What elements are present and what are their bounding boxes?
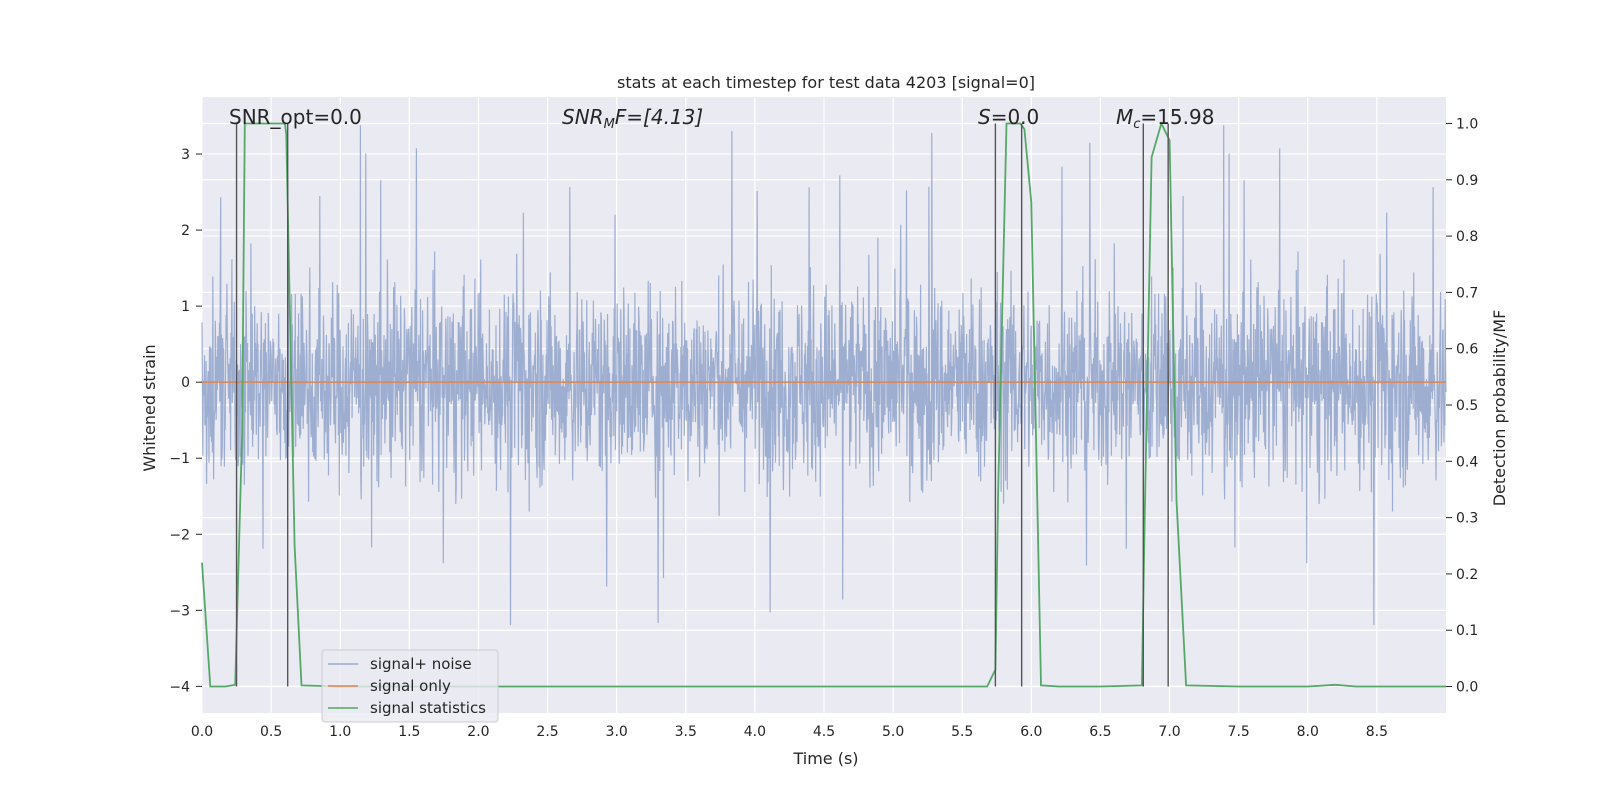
y2-axis-label: Detection probability/MF	[1490, 310, 1509, 507]
y-tick-label: 1	[181, 299, 190, 315]
y2-tick-label: 0.2	[1456, 567, 1478, 583]
x-tick-label: 0.5	[260, 724, 282, 740]
y2-tick-label: 0.1	[1456, 623, 1478, 639]
x-tick-label: 7.0	[1158, 724, 1180, 740]
x-tick-label: 2.0	[467, 724, 489, 740]
legend-label-signal-statistics: signal statistics	[370, 699, 486, 717]
y-tick-label: 0	[181, 375, 190, 391]
y2-tick-label: 0.9	[1456, 173, 1478, 189]
x-tick-label: 3.0	[606, 724, 628, 740]
x-tick-label: 7.5	[1228, 724, 1250, 740]
series-line-signal-noise	[201, 125, 1447, 626]
y-tick-label: 2	[181, 223, 190, 239]
x-tick-label: 0.0	[191, 724, 213, 740]
y2-tick-label: 0.5	[1456, 398, 1478, 414]
annotation-mc-rest: =15.98	[1140, 105, 1214, 129]
legend: signal+ noise signal only signal statist…	[321, 649, 499, 723]
annotation-snr-mf-main: SNR	[562, 105, 604, 129]
annotation-mc-sub: c	[1133, 117, 1140, 132]
y-tick-label: 3	[181, 147, 190, 163]
x-tick-label: 8.0	[1297, 724, 1319, 740]
y-tick-label: −4	[169, 679, 190, 695]
y2-tick-label: 0.4	[1456, 454, 1478, 470]
x-tick-label: 3.5	[675, 724, 697, 740]
annotation-snr-opt: SNR_opt=0.0	[229, 105, 362, 129]
y2-tick-label: 0.6	[1456, 342, 1478, 358]
y-tick-label: −1	[169, 451, 190, 467]
x-tick-label: 6.5	[1089, 724, 1111, 740]
annotation-mc-main: M	[1116, 105, 1133, 129]
y2-tick-label: 0.0	[1456, 680, 1478, 696]
x-tick-label: 4.5	[813, 724, 835, 740]
chart-title: stats at each timestep for test data 420…	[617, 73, 1035, 92]
legend-box	[321, 649, 499, 723]
x-tick-label: 1.0	[329, 724, 351, 740]
x-tick-label: 8.5	[1366, 724, 1388, 740]
x-axis-label: Time (s)	[792, 749, 858, 768]
y2-tick-label: 0.3	[1456, 511, 1478, 527]
x-tick-label: 6.0	[1020, 724, 1042, 740]
y-tick-label: −2	[169, 527, 190, 543]
x-tick-label: 5.0	[882, 724, 904, 740]
y-tick-label: −3	[169, 603, 190, 619]
x-tick-label: 2.5	[536, 724, 558, 740]
annotation-snr-mf: SNRMF=[4.13]	[562, 105, 703, 132]
x-tick-label: 5.5	[951, 724, 973, 740]
y2-tick-label: 0.8	[1456, 229, 1478, 245]
annotation-snr-mf-rest: F=[4.13]	[615, 105, 703, 129]
series-line-signal-statistics	[201, 121, 1446, 688]
x-tick-label: 1.5	[398, 724, 420, 740]
annotation-snr-mf-sub: M	[604, 117, 615, 132]
y2-tick-label: 1.0	[1456, 116, 1478, 132]
annotation-s-rest: =0.0	[991, 105, 1040, 129]
annotation-s: S=0.0	[978, 105, 1039, 129]
x-tick-label: 4.0	[744, 724, 766, 740]
y2-tick-label: 0.7	[1456, 285, 1478, 301]
annotation-mc: Mc=15.98	[1116, 105, 1214, 132]
annotation-s-main: S	[978, 105, 991, 129]
legend-label-signal-noise: signal+ noise	[370, 655, 472, 673]
legend-label-signal-only: signal only	[370, 677, 451, 695]
y-axis-label: Whitened strain	[140, 344, 159, 471]
